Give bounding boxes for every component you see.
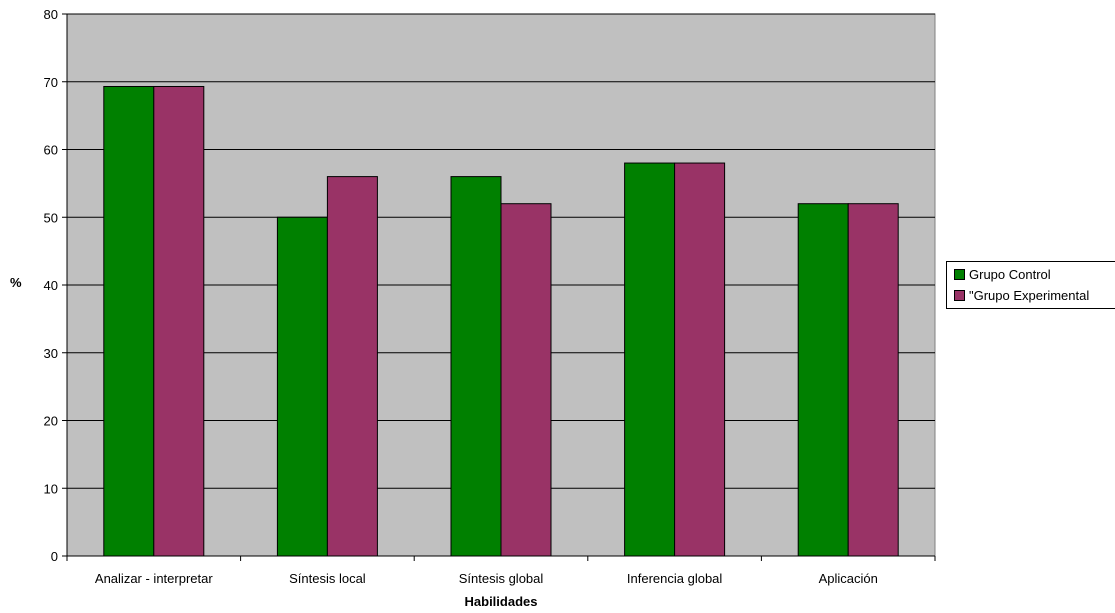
legend: Grupo Control "Grupo Experimental [946, 261, 1115, 309]
y-tick-label-40: 40 [44, 278, 58, 293]
bar-control-2 [450, 176, 502, 557]
legend-item-control: Grupo Control [954, 266, 1051, 282]
y-tick-labels: 0 10 20 30 40 50 60 70 80 [44, 7, 58, 564]
bar-control-4 [797, 203, 849, 557]
x-axis-title: Habilidades [465, 594, 538, 609]
legend-label-control: Grupo Control [969, 266, 1051, 282]
y-axis-title: % [10, 275, 22, 290]
y-tick-label-20: 20 [44, 414, 58, 429]
legend-swatch-control [954, 268, 965, 280]
bar-control-3 [624, 162, 676, 557]
x-tick-label-0: Analizar - interpretar [95, 571, 213, 586]
legend-item-experimental: "Grupo Experimental [954, 287, 1089, 303]
bar-experimental-1 [326, 176, 378, 557]
bar-control-0 [103, 85, 155, 557]
y-tick-label-30: 30 [44, 346, 58, 361]
x-tick-labels: Analizar - interpretar Síntesis local Sínt… [95, 571, 878, 586]
x-tick-label-4: Aplicación [819, 571, 878, 586]
y-tick-label-60: 60 [44, 143, 58, 158]
y-tick-label-10: 10 [44, 481, 58, 496]
bar-experimental-2 [500, 203, 552, 557]
y-tick-label-80: 80 [44, 7, 58, 22]
legend-label-experimental: "Grupo Experimental [969, 287, 1090, 303]
legend-swatch-experimental [954, 289, 965, 301]
bar-experimental-4 [847, 203, 899, 557]
y-tick-label-70: 70 [44, 75, 58, 90]
x-tick-label-2: Síntesis global [459, 571, 544, 586]
y-tick-label-0: 0 [51, 549, 58, 564]
bar-experimental-0 [153, 85, 205, 557]
bars [103, 85, 899, 557]
bar-control-1 [276, 216, 328, 557]
x-tick-label-1: Síntesis local [289, 571, 366, 586]
y-tick-label-50: 50 [44, 210, 58, 225]
axes [62, 13, 936, 561]
x-tick-label-3: Inferencia global [627, 571, 723, 586]
bar-experimental-3 [674, 162, 726, 557]
